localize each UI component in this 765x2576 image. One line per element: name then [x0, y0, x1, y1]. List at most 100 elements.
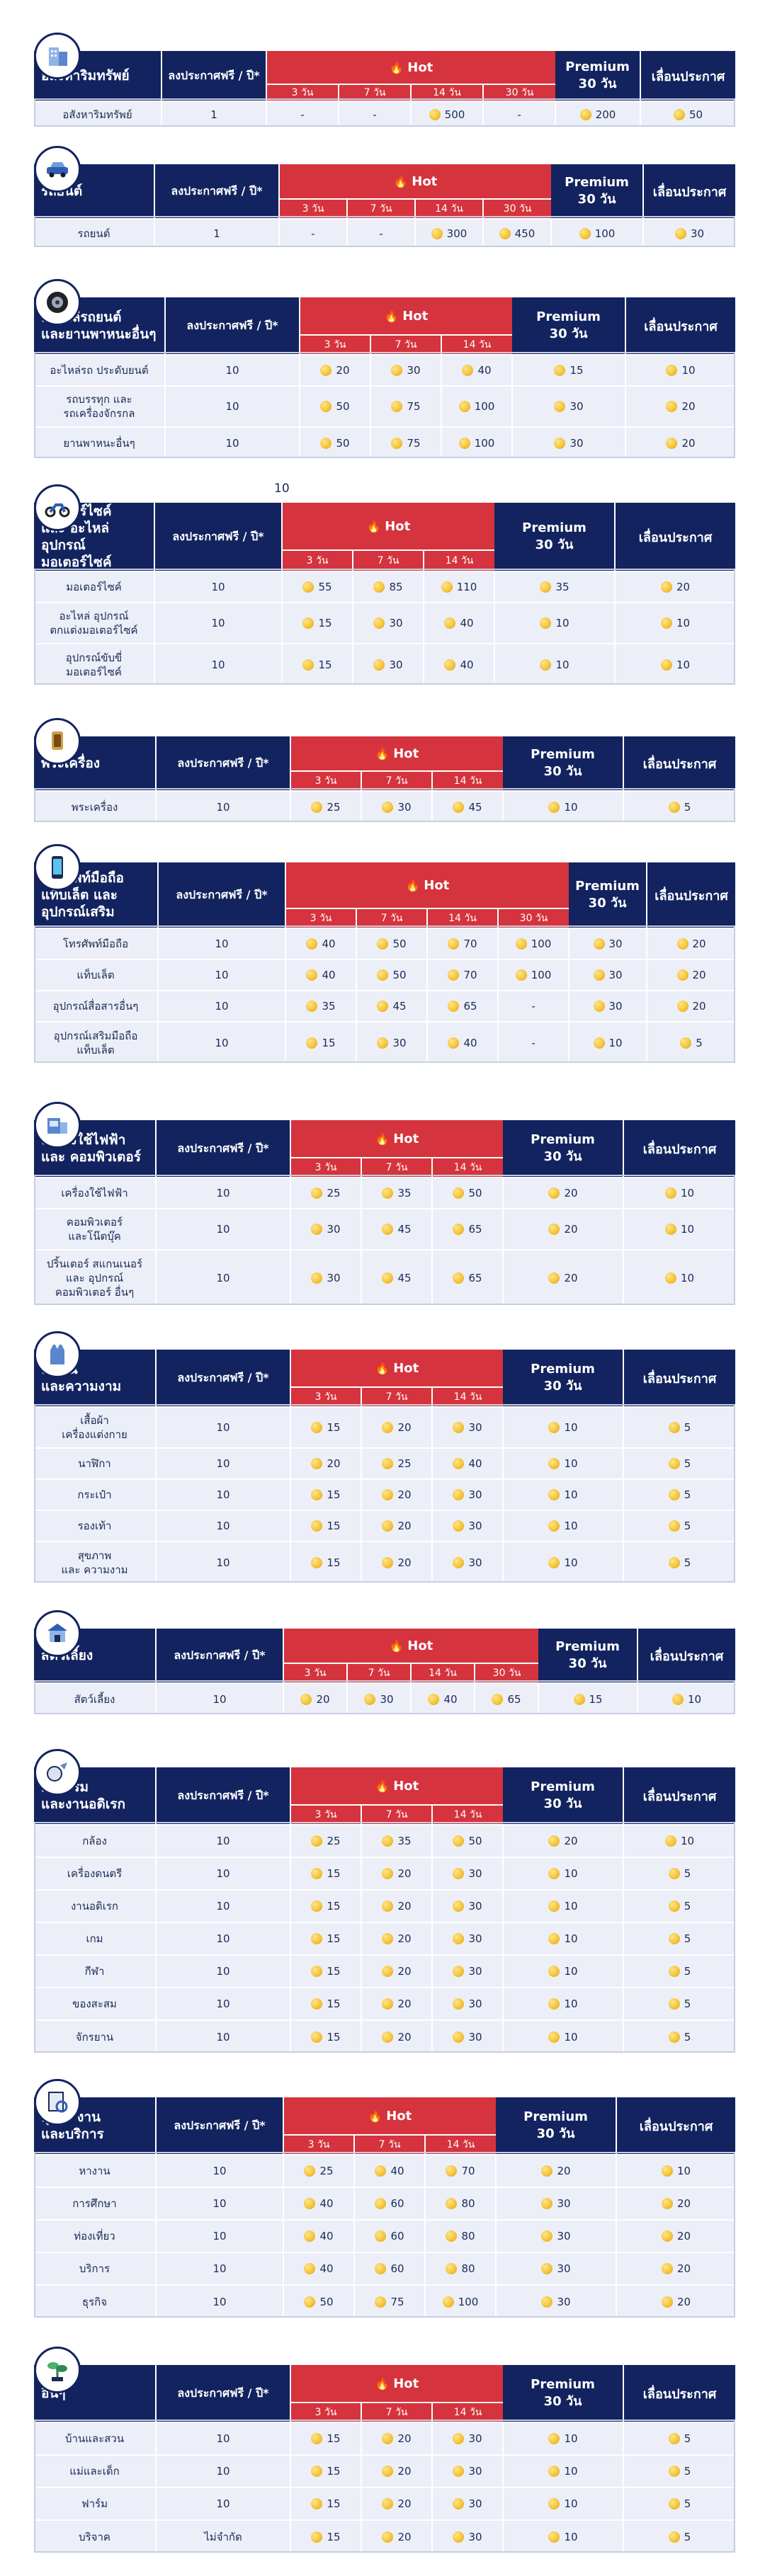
premium-price-value: 10 [564, 1867, 578, 1880]
subcategory-label: สัตว์เลี้ยง [34, 1682, 157, 1714]
premium-price-value: 10 [564, 800, 578, 814]
coin-icon [442, 2296, 454, 2308]
flame-icon: 🔥 [384, 309, 403, 323]
renew-price-cell: 10 [616, 2154, 736, 2187]
fashion-icon [34, 1331, 81, 1378]
hot-price-value: 20 [397, 1488, 412, 1501]
building-icon [34, 33, 81, 79]
hot-duration: 7 วัน [356, 908, 428, 928]
renew-price-cell: 5 [623, 1510, 736, 1541]
coin-icon [300, 1693, 312, 1705]
coin-icon [548, 1458, 560, 1469]
subcategory-label: ยานพาหนะอื่นๆ [34, 426, 166, 458]
hot-price-value: 30 [468, 1932, 482, 1945]
coin-icon [304, 2230, 316, 2242]
subcategory-label: เครื่องดนตรี [34, 1857, 157, 1890]
renew-price-value: 10 [676, 2165, 691, 2177]
premium-price-cell: 10 [503, 1447, 625, 1479]
premium-price-cell: 10 [494, 602, 616, 644]
coin-icon [453, 1868, 465, 1879]
hot-price-value: 30 [468, 1421, 482, 1434]
premium-price-value: 10 [564, 1997, 578, 2010]
premium-header: Premium 30 วัน [555, 51, 642, 101]
hot-price-value: 20 [397, 1900, 412, 1913]
coin-icon [391, 437, 403, 449]
hot-duration: 14 วัน [425, 2135, 497, 2155]
coin-icon [446, 2263, 458, 2274]
hot-duration: 3 วัน [279, 199, 348, 219]
coin-icon [548, 2031, 560, 2043]
hot-price-cell: 30 [432, 1889, 504, 1922]
category-4: พระเครื่อง ลงประกาศฟรี / ปี* 🔥 Hot Premium 3… [34, 718, 736, 822]
flame-icon: 🔥 [405, 878, 424, 892]
coin-icon [304, 2296, 316, 2308]
subcategory-label: รถบรรทุก และ รถเครื่องจักรกล [34, 385, 166, 427]
no-price: - [517, 108, 521, 121]
subcategory-label: สุขภาพ และ ความงาม [34, 1541, 157, 1583]
free-posts-value: 10 [158, 990, 286, 1022]
hot-price-cell: - [266, 101, 339, 127]
coin-icon [377, 1001, 389, 1012]
free-posts-header: ลงประกาศฟรี / ปี* [156, 736, 291, 791]
renew-price-cell: 5 [623, 1857, 736, 1890]
table-row: แท็บเล็ต 10 40 50 70 100 30 20 [34, 959, 736, 991]
hot-price-cell: 25 [361, 1447, 433, 1479]
hot-price-cell: 40 [283, 2187, 355, 2220]
hot-price-cell: 60 [354, 2187, 426, 2220]
hot-price-cell: 80 [425, 2219, 497, 2252]
coin-icon [664, 1835, 676, 1847]
hot-price-cell: 20 [361, 1954, 433, 1988]
coin-icon [306, 1037, 318, 1049]
premium-header: Premium 30 วัน [503, 1350, 625, 1407]
coin-icon [382, 1900, 394, 1912]
free-posts-value: 10 [156, 790, 291, 822]
hot-price-value: 65 [468, 1223, 482, 1236]
premium-price-cell: 100 [551, 218, 645, 247]
renew-price-cell: 20 [616, 2284, 736, 2318]
coin-icon [664, 1272, 676, 1284]
hot-price-cell: 25 [283, 2154, 355, 2187]
coin-icon [499, 227, 511, 239]
coin-icon [375, 2230, 387, 2242]
premium-price-value: 10 [564, 1520, 578, 1532]
hot-price-cell: 75 [370, 385, 442, 427]
coin-icon [311, 1966, 323, 1977]
hot-price-cell: 70 [425, 2154, 497, 2187]
hot-price-value: 20 [397, 1556, 412, 1569]
hot-price-cell: 100 [498, 959, 570, 991]
premium-price-value: 10 [564, 1457, 578, 1470]
premium-price-cell: 20 [503, 1177, 625, 1209]
table-row: อะไหล่รถ ประดับยนต์ 10 20 30 40 15 10 [34, 354, 736, 386]
hot-price-value: 15 [327, 2530, 341, 2543]
premium-header: Premium 30 วัน [512, 297, 627, 355]
hot-price-value: 15 [327, 2432, 341, 2445]
hot-price-cell: 50 [432, 1177, 504, 1209]
hot-price-cell: 15 [290, 1478, 362, 1510]
hot-label: Hot [393, 1360, 419, 1376]
coin-icon [661, 2165, 673, 2177]
subcategory-label: เกม [34, 1922, 157, 1955]
hot-price-value: 35 [322, 1000, 336, 1013]
free-posts-value: 10 [156, 1824, 291, 1857]
hot-price-value: 40 [390, 2165, 404, 2177]
premium-price-cell: 30 [569, 928, 648, 959]
hot-header: 🔥 Hot [290, 1120, 504, 1158]
hot-duration: 7 วัน [347, 199, 416, 219]
hot-duration: 14 วัน [432, 2403, 504, 2422]
subcategory-label: อสังหาริมทรัพย์ [34, 101, 162, 127]
free-posts-value: 10 [156, 1682, 284, 1714]
coin-icon [453, 2466, 465, 2477]
hot-price-value: 20 [397, 2432, 412, 2445]
subcategory-label: คอมพิวเตอร์ และโน๊ตบุ๊ค [34, 1208, 157, 1250]
coin-icon [302, 581, 314, 593]
plant-icon [34, 2347, 81, 2393]
hot-duration: 30 วัน [483, 84, 556, 101]
table-row: กล้อง 10 25 35 50 20 10 [34, 1824, 736, 1857]
coin-icon [311, 1900, 323, 1912]
coin-icon [668, 2466, 680, 2477]
renew-price-cell: 10 [638, 1682, 736, 1714]
coin-icon [676, 938, 688, 950]
hot-price-cell: 65 [475, 1682, 540, 1714]
hot-price-value: 30 [468, 1556, 482, 1569]
